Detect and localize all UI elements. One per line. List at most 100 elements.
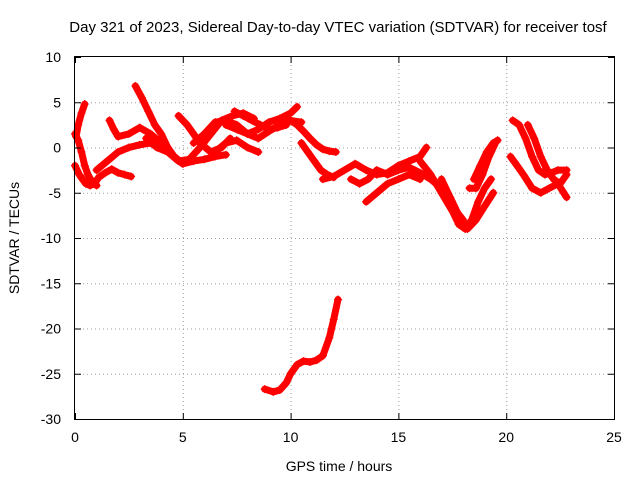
data-point	[183, 120, 192, 129]
data-point	[80, 161, 89, 170]
data-point	[346, 175, 355, 184]
data-point	[489, 188, 498, 197]
data-point	[275, 120, 284, 129]
data-point	[92, 166, 101, 175]
data-point	[286, 109, 295, 118]
data-point	[260, 385, 269, 394]
data-point	[422, 143, 431, 152]
data-point	[254, 125, 263, 134]
data-point	[185, 155, 194, 164]
data-point	[120, 170, 129, 179]
data-point	[491, 138, 500, 147]
data-point	[88, 177, 97, 186]
data-point	[94, 173, 103, 182]
data-point	[536, 188, 545, 197]
data-point	[200, 129, 209, 138]
data-point	[334, 295, 343, 304]
data-point	[394, 166, 403, 175]
data-point	[243, 143, 252, 152]
data-point	[74, 120, 83, 129]
data-point	[459, 215, 468, 224]
data-point	[239, 111, 248, 120]
data-point	[541, 170, 550, 179]
data-point	[512, 161, 521, 170]
data-point	[562, 170, 571, 179]
data-point	[325, 147, 334, 156]
y-tick-labels: -30 -25 -20 -15 -10 -5 0 5 10	[41, 49, 61, 427]
data-point	[211, 118, 220, 127]
data-point	[174, 157, 183, 166]
data-point	[152, 143, 161, 152]
data-point	[474, 197, 483, 206]
data-markers	[71, 81, 571, 396]
y-tick-label: -15	[41, 275, 61, 291]
data-point	[383, 170, 392, 179]
data-point	[446, 193, 455, 202]
data-point	[243, 129, 252, 138]
data-point	[293, 120, 302, 129]
data-point	[265, 118, 274, 127]
data-point	[469, 175, 478, 184]
data-point	[487, 175, 496, 184]
data-point	[523, 120, 532, 129]
data-point	[480, 202, 489, 211]
data-point	[157, 138, 166, 147]
data-point	[316, 166, 325, 175]
plot-frame	[74, 56, 615, 420]
data-point	[521, 134, 530, 143]
y-tick-label: -25	[41, 366, 61, 382]
data-point	[178, 159, 187, 168]
data-point	[405, 163, 414, 172]
data-point	[484, 152, 493, 161]
data-point	[331, 148, 340, 157]
data-point	[144, 107, 153, 116]
data-point	[150, 120, 159, 129]
data-point	[80, 100, 89, 109]
y-tick-label: 5	[53, 94, 61, 110]
data-point	[318, 175, 327, 184]
data-point	[221, 120, 230, 129]
data-point	[437, 188, 446, 197]
data-point	[286, 116, 295, 125]
data-point	[247, 116, 256, 125]
data-point	[508, 116, 517, 125]
data-point	[543, 166, 552, 175]
data-point	[325, 333, 334, 342]
data-point	[415, 157, 424, 166]
data-point	[75, 170, 84, 179]
data-point	[394, 175, 403, 184]
x-tick-label: 25	[606, 429, 622, 445]
data-point	[77, 109, 86, 118]
x-tick-labels: 0 5 10 15 20 25	[71, 429, 622, 445]
data-point	[157, 129, 166, 138]
data-point	[312, 140, 321, 149]
data-point	[127, 172, 136, 181]
data-point	[282, 378, 291, 387]
data-point	[351, 159, 360, 168]
data-point	[101, 168, 110, 177]
data-point	[528, 152, 537, 161]
data-point	[146, 129, 155, 138]
data-point	[476, 161, 485, 170]
data-point	[372, 188, 381, 197]
data-point	[545, 184, 554, 193]
data-point	[221, 150, 230, 159]
data-point	[364, 175, 373, 184]
chart-title: Day 321 of 2023, Sidereal Day-to-day VTE…	[69, 19, 607, 36]
data-point	[146, 138, 155, 147]
data-point	[415, 175, 424, 184]
y-axis-label: SDTVAR / TECUs	[6, 182, 22, 294]
series-s25	[261, 296, 342, 396]
data-point	[519, 170, 528, 179]
data-point	[232, 136, 241, 145]
x-tick-label: 20	[498, 429, 514, 445]
data-point	[515, 120, 524, 129]
data-point	[463, 224, 472, 233]
data-point	[297, 138, 306, 147]
data-point	[103, 157, 112, 166]
data-point	[299, 357, 308, 366]
x-axis-label: GPS time / hours	[286, 458, 393, 474]
data-point	[454, 220, 463, 229]
data-point	[232, 125, 241, 134]
y-tick-label: -5	[49, 185, 62, 201]
